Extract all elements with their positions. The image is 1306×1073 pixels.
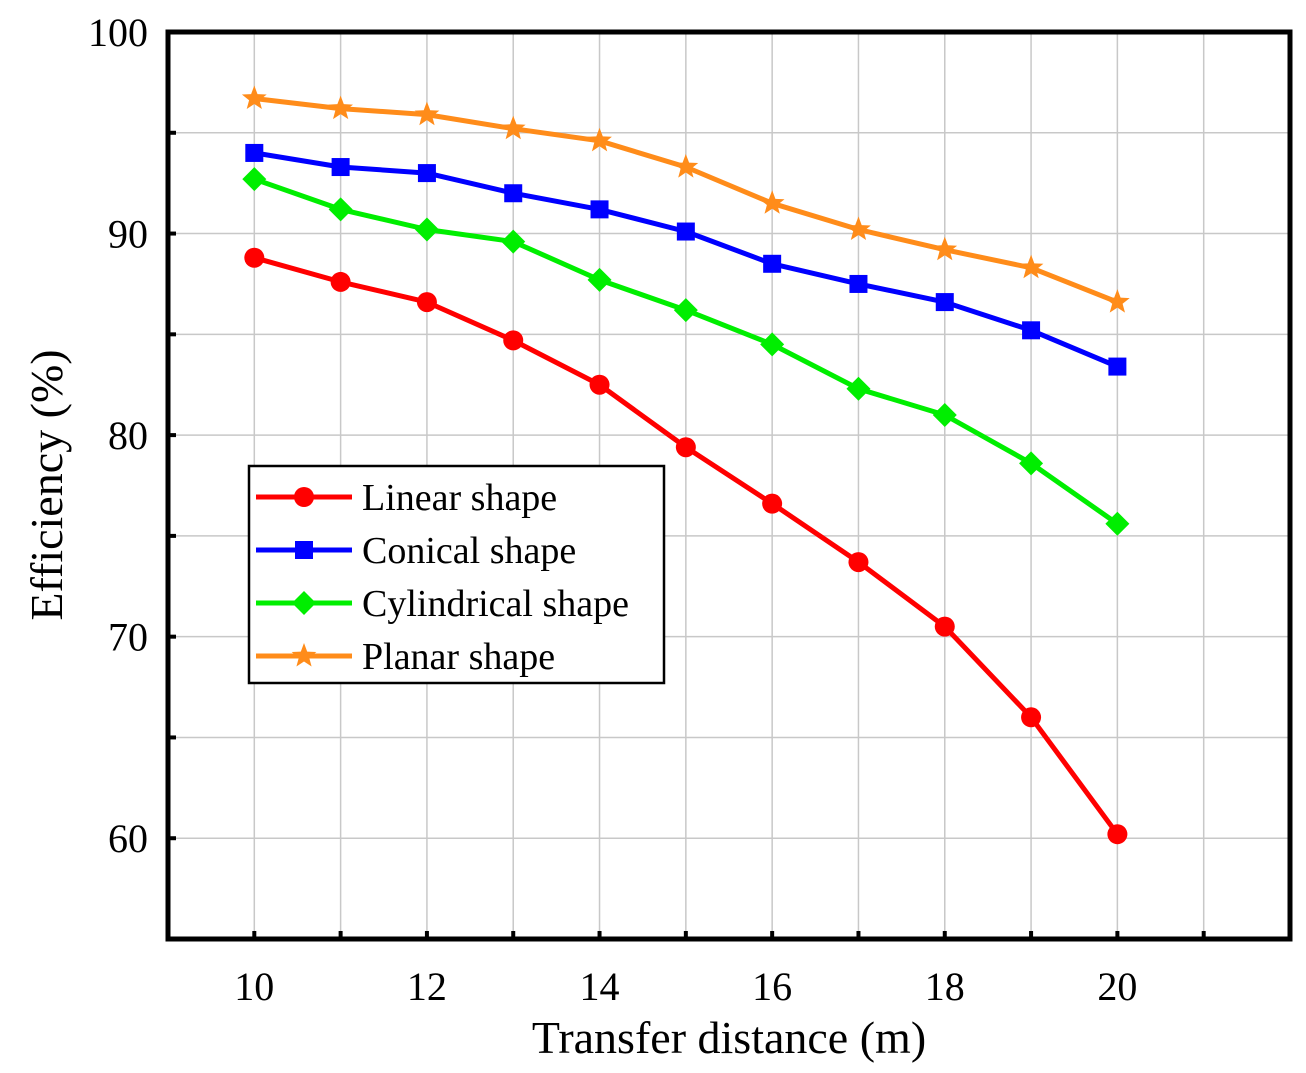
data-point-planar-shape bbox=[241, 85, 267, 109]
data-point-conical-shape bbox=[417, 164, 436, 183]
data-point-planar-shape bbox=[1105, 289, 1130, 313]
legend-marker-linear-shape bbox=[294, 487, 314, 507]
data-point-cylindrical-shape bbox=[846, 376, 871, 401]
data-point-conical-shape bbox=[935, 293, 954, 312]
data-point-linear-shape bbox=[1107, 824, 1128, 845]
legend-marker-cylindrical-shape bbox=[292, 591, 316, 615]
data-point-linear-shape bbox=[416, 292, 437, 313]
y-tick-label: 70 bbox=[108, 615, 148, 660]
legend-label-linear-shape: Linear shape bbox=[362, 477, 557, 519]
data-point-planar-shape bbox=[673, 154, 699, 178]
data-point-conical-shape bbox=[245, 143, 264, 162]
x-tick-label: 20 bbox=[1097, 964, 1137, 1009]
y-tick-label: 60 bbox=[108, 816, 148, 861]
x-tick-label: 14 bbox=[580, 964, 620, 1009]
data-point-linear-shape bbox=[762, 493, 783, 514]
data-point-conical-shape bbox=[1108, 357, 1127, 376]
legend: Linear shape Conical shape Cylindrical sha… bbox=[247, 464, 666, 685]
data-point-cylindrical-shape bbox=[501, 229, 526, 254]
data-point-planar-shape bbox=[587, 127, 612, 152]
data-point-conical-shape bbox=[763, 254, 782, 273]
data-point-linear-shape bbox=[244, 247, 265, 268]
plot-frame bbox=[165, 29, 1293, 942]
legend-box bbox=[247, 464, 666, 685]
series-planar-shape bbox=[241, 85, 1130, 313]
legend-marker-planar-shape bbox=[291, 643, 317, 667]
data-point-cylindrical-shape bbox=[414, 217, 439, 242]
series-layer bbox=[241, 85, 1130, 845]
data-point-cylindrical-shape bbox=[932, 402, 957, 427]
grid bbox=[168, 32, 1290, 939]
data-point-cylindrical-shape bbox=[1105, 511, 1130, 536]
data-point-cylindrical-shape bbox=[673, 298, 698, 323]
y-tick-label: 90 bbox=[108, 212, 148, 257]
data-point-linear-shape bbox=[934, 616, 955, 637]
data-point-planar-shape bbox=[1018, 254, 1044, 279]
data-point-cylindrical-shape bbox=[242, 167, 267, 192]
data-point-planar-shape bbox=[759, 190, 785, 214]
x-tick-label: 16 bbox=[752, 964, 792, 1009]
legend-label-cylindrical-shape: Cylindrical shape bbox=[362, 583, 629, 625]
data-point-planar-shape bbox=[414, 101, 440, 126]
data-point-planar-shape bbox=[500, 115, 526, 140]
data-point-conical-shape bbox=[331, 158, 350, 177]
data-point-linear-shape bbox=[848, 552, 869, 573]
data-point-planar-shape bbox=[846, 216, 871, 240]
data-point-conical-shape bbox=[504, 184, 523, 203]
data-point-linear-shape bbox=[1021, 707, 1042, 728]
data-point-cylindrical-shape bbox=[587, 267, 612, 292]
data-point-linear-shape bbox=[503, 330, 524, 351]
data-point-conical-shape bbox=[590, 200, 609, 219]
legend-marker-conical-shape bbox=[295, 541, 313, 559]
data-point-conical-shape bbox=[849, 274, 868, 293]
x-tick-label: 12 bbox=[407, 964, 447, 1009]
legend-label-conical-shape: Conical shape bbox=[362, 530, 576, 572]
data-point-linear-shape bbox=[589, 374, 610, 395]
series-linear-shape bbox=[244, 247, 1128, 845]
y-axis-label: Efficiency (%) bbox=[21, 349, 72, 620]
series-cylindrical-shape bbox=[242, 167, 1130, 536]
ticks: 10 12 14 16 18 20 60 70 80 90 100 bbox=[88, 10, 1292, 1009]
data-point-planar-shape bbox=[328, 95, 353, 120]
data-point-conical-shape bbox=[676, 222, 695, 241]
x-tick-label: 10 bbox=[234, 964, 274, 1009]
data-point-cylindrical-shape bbox=[1019, 451, 1044, 476]
series-conical-shape bbox=[245, 143, 1127, 376]
x-tick-label: 18 bbox=[925, 964, 965, 1009]
data-point-linear-shape bbox=[330, 271, 351, 292]
data-point-cylindrical-shape bbox=[760, 332, 785, 357]
legend-label-planar-shape: Planar shape bbox=[362, 636, 555, 678]
data-point-conical-shape bbox=[1022, 321, 1041, 340]
y-tick-label: 80 bbox=[108, 413, 148, 458]
data-point-cylindrical-shape bbox=[328, 197, 353, 222]
data-point-linear-shape bbox=[675, 437, 696, 458]
y-tick-label: 100 bbox=[88, 10, 148, 55]
x-axis-label: Transfer distance (m) bbox=[532, 1012, 926, 1063]
data-point-planar-shape bbox=[932, 236, 958, 261]
